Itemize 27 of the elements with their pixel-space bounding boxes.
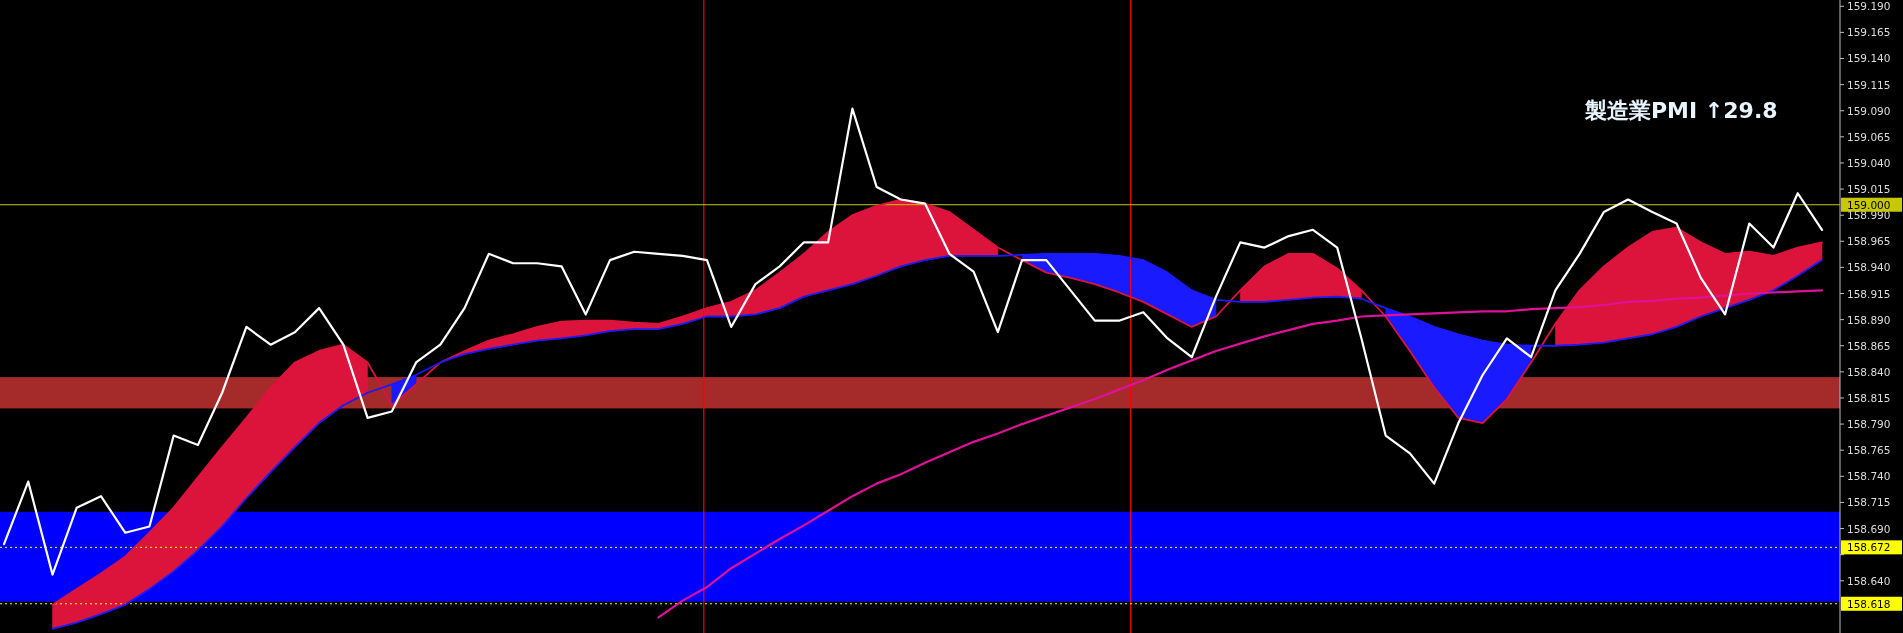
y-tick-label: 159.090 (1847, 104, 1891, 117)
y-tick-label: 159.015 (1847, 183, 1891, 196)
y-tick-label: 158.865 (1847, 339, 1891, 352)
line-series (657, 289, 1824, 619)
y-tick-label: 159.115 (1847, 78, 1891, 91)
y-tick-label: 158.790 (1847, 418, 1891, 431)
annotation: 製造業PMI ↑29.8 (1584, 98, 1778, 123)
ref-line-label: 158.672 (1847, 541, 1891, 554)
y-tick-label: 158.990 (1847, 209, 1891, 222)
y-tick-label: 159.040 (1847, 156, 1891, 169)
y-tick-label: 158.965 (1847, 235, 1891, 248)
ref-line-label: 159.000 (1847, 198, 1891, 211)
y-tick-label: 158.890 (1847, 313, 1891, 326)
y-tick-label: 158.815 (1847, 391, 1891, 404)
y-tick-label: 158.640 (1847, 574, 1891, 587)
y-tick-label: 158.690 (1847, 522, 1891, 535)
y-tick-label: 158.840 (1847, 365, 1891, 378)
y-tick-label: 158.940 (1847, 261, 1891, 274)
y-tick-label: 159.190 (1847, 0, 1891, 13)
y-tick-label: 158.740 (1847, 470, 1891, 483)
ref-line-label: 158.618 (1847, 597, 1891, 610)
y-tick-label: 159.165 (1847, 26, 1891, 39)
y-tick-label: 158.715 (1847, 496, 1891, 509)
y-tick-label: 159.140 (1847, 52, 1891, 65)
y-tick-label: 158.765 (1847, 444, 1891, 457)
y-tick-label: 158.915 (1847, 287, 1891, 300)
y-tick-label: 159.065 (1847, 130, 1891, 143)
